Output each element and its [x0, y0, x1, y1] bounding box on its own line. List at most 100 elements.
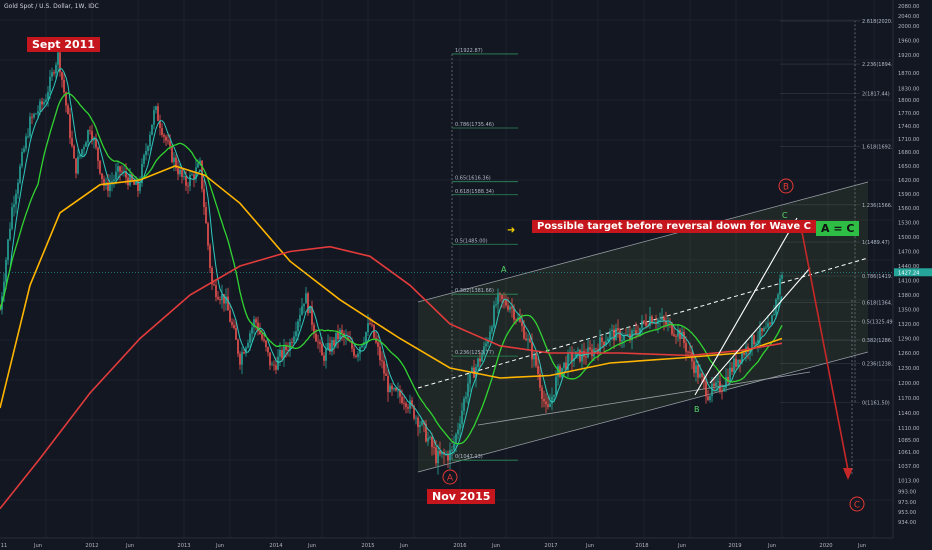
- price-axis[interactable]: 2080.00 2040.00 2000.00 1960.00 1920.00 1870.…: [892, 0, 932, 538]
- price-tick-label: 1590.00: [898, 192, 919, 198]
- candle-body: [75, 158, 77, 174]
- yellow-arrow-right-icon: ➜: [507, 225, 515, 236]
- candle-body: [621, 340, 623, 342]
- candle-body: [563, 362, 565, 368]
- candle-body: [605, 341, 607, 346]
- candle-body: [137, 180, 139, 191]
- candle-body: [575, 351, 577, 359]
- price-tick-label: 1037.00: [898, 464, 919, 470]
- candle-body: [153, 110, 155, 125]
- price-tick-label: 1870.00: [898, 71, 919, 77]
- time-axis[interactable]: 11 Jun 2012 Jun 2013 Jun 2014 Jun 2015 Jun 2016 Jun…: [0, 537, 932, 550]
- candle-body: [279, 350, 281, 357]
- candle-body: [613, 329, 615, 341]
- candle-body: [645, 321, 647, 326]
- candle-body: [313, 324, 315, 334]
- price-tick-label: 1140.00: [898, 411, 919, 417]
- candle-body: [665, 320, 667, 325]
- candle-body: [269, 352, 271, 366]
- candle-body: [237, 339, 239, 354]
- candle-body: [87, 130, 89, 143]
- price-tick-label: 1085.00: [898, 438, 919, 444]
- time-tick-label: 2017: [544, 543, 557, 549]
- time-tick-label: 2018: [635, 543, 648, 549]
- candle-body: [669, 322, 671, 324]
- candle-body: [637, 333, 639, 336]
- candle-body: [215, 285, 217, 298]
- candle-body: [537, 365, 539, 374]
- candle-body: [729, 367, 731, 383]
- candle-body: [417, 417, 419, 427]
- candle-body: [529, 338, 531, 343]
- wave-a-label: A: [447, 474, 454, 484]
- candle-body: [495, 304, 497, 306]
- candle-body: [109, 183, 111, 191]
- candle-body: [505, 299, 507, 306]
- wave-b-label: B: [783, 183, 789, 193]
- candle-body: [91, 131, 93, 141]
- candle-body: [357, 353, 359, 357]
- candle-body: [781, 275, 783, 279]
- candle-body: [715, 382, 717, 387]
- candle-body: [409, 400, 411, 409]
- candle-body: [385, 373, 387, 376]
- candle-body: [381, 360, 383, 362]
- candle-body: [149, 134, 151, 147]
- candle-body: [85, 142, 87, 147]
- candle-body: [401, 396, 403, 404]
- candle-body: [413, 405, 415, 419]
- price-tick-label: 1650.00: [898, 164, 919, 170]
- time-tick-label: 2012: [85, 543, 98, 549]
- candle-body: [755, 342, 757, 345]
- fibonacci-levels: 1(1922.87) 0.786(1735.46) 0.65(1616.36) 0.6…: [451, 19, 901, 461]
- candle-body: [179, 169, 181, 175]
- candle-body: [397, 390, 399, 392]
- candle-body: [693, 361, 695, 373]
- candle-body: [341, 329, 343, 334]
- candle-body: [609, 331, 611, 339]
- price-tick-label: 1800.00: [898, 98, 919, 104]
- candle-body: [773, 313, 775, 316]
- candle-body: [299, 314, 301, 322]
- candle-body: [295, 331, 297, 337]
- candle-body: [771, 315, 773, 324]
- candle-body: [679, 329, 681, 340]
- candle-body: [207, 223, 209, 246]
- candle-body: [387, 375, 389, 393]
- candle-body: [521, 321, 523, 327]
- candle-body: [723, 387, 725, 392]
- candle-body: [453, 443, 455, 450]
- price-tick-label: 1770.00: [898, 111, 919, 117]
- candle-body: [571, 351, 573, 362]
- candle-body: [3, 281, 5, 297]
- candle-body: [115, 171, 117, 180]
- fib-ext-label: 0.382(1286.79): [862, 338, 901, 344]
- candle-body: [317, 341, 319, 343]
- channel-midline: [417, 257, 869, 389]
- candle-body: [367, 323, 369, 333]
- candle-body: [767, 323, 769, 328]
- fib-level-label: 0.5(1485.00): [455, 238, 488, 244]
- candle-body: [477, 358, 479, 367]
- candle-body: [35, 113, 37, 115]
- candle-body: [297, 321, 299, 332]
- candle-body: [721, 391, 723, 393]
- candle-body: [121, 171, 123, 173]
- candle-body: [223, 294, 225, 304]
- candle-body: [0, 309, 1, 311]
- wave-a-minor-label: A: [501, 265, 507, 274]
- candle-body: [667, 322, 669, 325]
- candle-body: [731, 367, 733, 372]
- price-tick-label: 1740.00: [898, 124, 919, 130]
- price-tick-label: 2000.00: [898, 24, 919, 30]
- candle-body: [707, 396, 709, 400]
- candle-body: [471, 367, 473, 373]
- candle-body: [371, 323, 373, 325]
- fib-level-label: 0.382(1381.66): [455, 288, 494, 294]
- candle-body: [713, 383, 715, 387]
- candle-body: [469, 372, 471, 384]
- time-tick-label: Jun: [307, 543, 316, 549]
- candle-body: [171, 146, 173, 163]
- candle-body: [403, 403, 405, 404]
